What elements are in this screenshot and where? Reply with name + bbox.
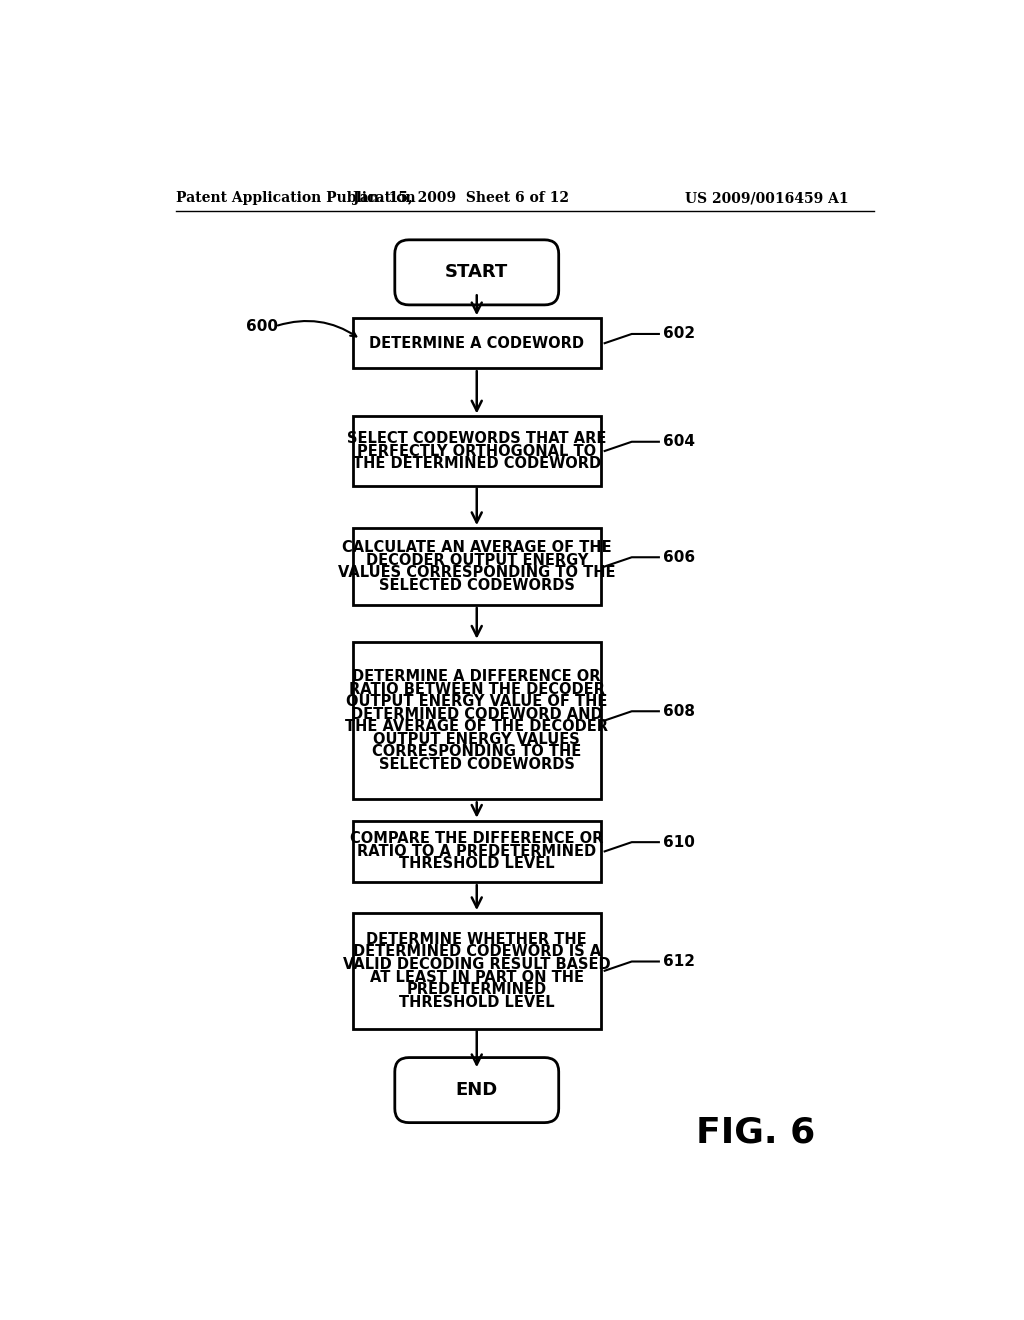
Text: DETERMINE A DIFFERENCE OR: DETERMINE A DIFFERENCE OR	[352, 669, 601, 684]
Text: US 2009/0016459 A1: US 2009/0016459 A1	[685, 191, 849, 206]
Text: THRESHOLD LEVEL: THRESHOLD LEVEL	[399, 994, 555, 1010]
Text: VALUES CORRESPONDING TO THE: VALUES CORRESPONDING TO THE	[338, 565, 615, 581]
Text: VALID DECODING RESULT BASED: VALID DECODING RESULT BASED	[343, 957, 610, 972]
Text: PREDETERMINED: PREDETERMINED	[407, 982, 547, 997]
Text: END: END	[456, 1081, 498, 1100]
Text: THRESHOLD LEVEL: THRESHOLD LEVEL	[399, 857, 555, 871]
Text: 610: 610	[663, 834, 694, 850]
Text: SELECT CODEWORDS THAT ARE: SELECT CODEWORDS THAT ARE	[347, 430, 606, 446]
Text: 606: 606	[663, 549, 695, 565]
Text: CORRESPONDING TO THE: CORRESPONDING TO THE	[372, 744, 582, 759]
Text: OUTPUT ENERGY VALUES: OUTPUT ENERGY VALUES	[374, 731, 581, 747]
Text: DETERMINED CODEWORD IS A: DETERMINED CODEWORD IS A	[352, 944, 601, 960]
Text: SELECTED CODEWORDS: SELECTED CODEWORDS	[379, 756, 574, 772]
Text: 600: 600	[246, 318, 278, 334]
Text: OUTPUT ENERGY VALUE OF THE: OUTPUT ENERGY VALUE OF THE	[346, 694, 607, 709]
Text: DETERMINE A CODEWORD: DETERMINE A CODEWORD	[370, 335, 585, 351]
Text: RATIO TO A PREDETERMINED: RATIO TO A PREDETERMINED	[357, 843, 596, 859]
Text: DETERMINED CODEWORD AND: DETERMINED CODEWORD AND	[351, 706, 602, 722]
Text: START: START	[445, 264, 508, 281]
Text: 604: 604	[663, 434, 694, 449]
Bar	[352, 913, 601, 1028]
FancyBboxPatch shape	[395, 1057, 559, 1122]
Text: RATIO BETWEEN THE DECODER: RATIO BETWEEN THE DECODER	[349, 681, 605, 697]
Text: FIG. 6: FIG. 6	[696, 1115, 815, 1150]
Text: THE AVERAGE OF THE DECODER: THE AVERAGE OF THE DECODER	[345, 719, 608, 734]
Text: DETERMINE WHETHER THE: DETERMINE WHETHER THE	[367, 932, 587, 946]
Text: Jan. 15, 2009  Sheet 6 of 12: Jan. 15, 2009 Sheet 6 of 12	[353, 191, 569, 206]
Text: CALCULATE AN AVERAGE OF THE: CALCULATE AN AVERAGE OF THE	[342, 540, 611, 556]
Text: Patent Application Publication: Patent Application Publication	[176, 191, 416, 206]
Text: SELECTED CODEWORDS: SELECTED CODEWORDS	[379, 578, 574, 593]
Text: THE DETERMINED CODEWORD: THE DETERMINED CODEWORD	[352, 455, 601, 471]
FancyBboxPatch shape	[395, 240, 559, 305]
Bar	[352, 528, 601, 605]
Bar	[352, 821, 601, 882]
Text: 612: 612	[663, 954, 694, 969]
Bar	[352, 318, 601, 368]
Bar	[352, 642, 601, 800]
Text: COMPARE THE DIFFERENCE OR: COMPARE THE DIFFERENCE OR	[350, 832, 603, 846]
Bar	[352, 416, 601, 486]
Text: DECODER OUTPUT ENERGY: DECODER OUTPUT ENERGY	[366, 553, 588, 568]
Text: PERFECTLY ORTHOGONAL TO: PERFECTLY ORTHOGONAL TO	[357, 444, 596, 458]
Text: 608: 608	[663, 704, 694, 719]
Text: 602: 602	[663, 326, 695, 342]
Text: AT LEAST IN PART ON THE: AT LEAST IN PART ON THE	[370, 969, 584, 985]
